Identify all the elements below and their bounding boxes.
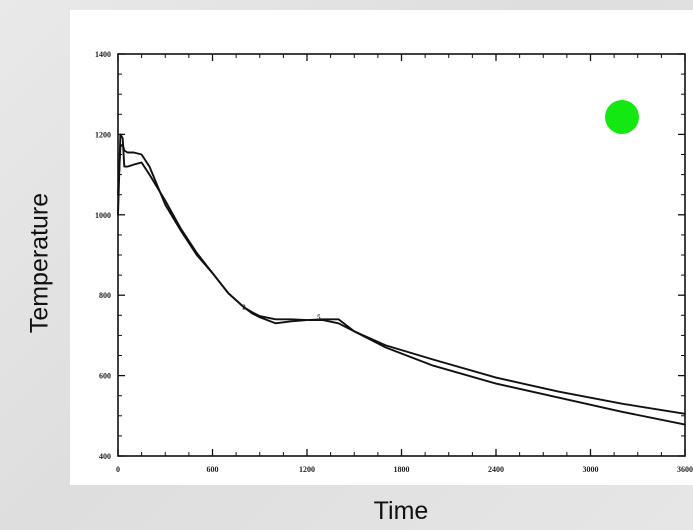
curve-annotation: 5 <box>317 313 321 321</box>
x-tick-label: 3000 <box>583 465 599 474</box>
y-axis-title: Temperature <box>25 192 54 334</box>
plot-frame <box>117 53 686 457</box>
x-tick-label: 1200 <box>299 465 315 474</box>
y-tick-label: 1400 <box>95 50 111 59</box>
series-line-1 <box>117 143 686 426</box>
series-line-2 <box>117 133 686 415</box>
chart-figure: 0 600 1200 1800 2400 3000 3600 400 600 800 1000 120… <box>70 10 693 485</box>
green-dot-icon <box>605 100 639 134</box>
x-tick-label: 3600 <box>677 465 693 474</box>
y-tick-label: 800 <box>99 291 111 300</box>
x-tick-label: 2400 <box>488 465 504 474</box>
y-tick-label: 400 <box>99 452 111 461</box>
curve-annotation: 2 <box>242 303 246 311</box>
x-axis-title: Time <box>373 497 429 525</box>
x-tick-label: 1800 <box>394 465 410 474</box>
line-chart: 0 600 1200 1800 2400 3000 3600 400 600 800 1000 120… <box>95 50 693 474</box>
y-tick-label: 1200 <box>95 130 111 139</box>
y-tick-label: 1000 <box>95 211 111 220</box>
x-tick-label: 600 <box>207 465 219 474</box>
x-tick-label: 0 <box>116 465 120 474</box>
y-tick-label: 600 <box>99 372 111 381</box>
